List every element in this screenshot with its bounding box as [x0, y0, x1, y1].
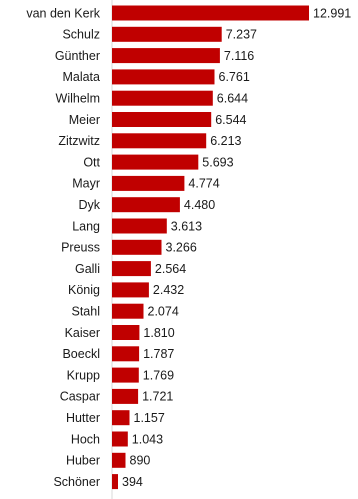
bar	[112, 367, 139, 383]
category-label: Meier	[69, 113, 100, 127]
category-label: Krupp	[67, 368, 100, 382]
bar	[112, 90, 213, 106]
value-label: 2.432	[153, 283, 184, 297]
bar	[112, 388, 139, 404]
category-label: Ott	[83, 155, 100, 169]
bar	[112, 325, 140, 340]
value-label: 7.237	[226, 28, 257, 42]
bar	[112, 197, 180, 213]
value-label: 6.644	[217, 92, 248, 106]
value-label: 6.544	[215, 113, 246, 127]
category-label: Boeckl	[62, 347, 100, 361]
bar	[112, 175, 185, 191]
value-label: 3.266	[166, 241, 197, 255]
category-label: Hutter	[66, 411, 100, 425]
value-label: 1.787	[143, 347, 174, 361]
value-label: 1.769	[143, 368, 174, 382]
value-label: 1.043	[132, 432, 163, 446]
category-label: Huber	[66, 454, 100, 468]
value-label: 1.157	[134, 411, 165, 425]
category-label: König	[68, 283, 100, 297]
value-label: 4.774	[188, 177, 219, 191]
bar	[112, 239, 162, 255]
value-label: 7.116	[224, 49, 254, 63]
category-label: Malata	[62, 70, 100, 84]
category-label: Dyk	[78, 198, 100, 212]
category-label: Kaiser	[65, 326, 100, 340]
value-label: 3.613	[171, 219, 202, 233]
bar	[112, 282, 149, 298]
value-label: 1.721	[142, 390, 173, 404]
category-label: Mayr	[72, 177, 100, 191]
bar	[112, 218, 167, 234]
value-label: 1.810	[143, 326, 174, 340]
category-label: Galli	[75, 262, 100, 276]
category-label: Zitzwitz	[58, 134, 100, 148]
value-label: 2.074	[148, 305, 179, 319]
bar	[112, 69, 215, 85]
value-label: 5.693	[202, 155, 233, 169]
category-labels-group: van den Kerk Schulz Günther Malata Wilhelm Me…	[26, 6, 100, 489]
value-labels-group: 12.991 7.237 7.116 6.761 6.644 6.544 6.213 5.69…	[122, 6, 351, 489]
category-label: Wilhelm	[56, 92, 100, 106]
bar	[112, 410, 130, 426]
bar	[112, 452, 126, 468]
bar	[112, 5, 309, 21]
value-label: 12.991	[313, 6, 351, 20]
bar	[112, 346, 140, 362]
bar	[112, 133, 207, 149]
bar	[112, 261, 151, 277]
value-label: 394	[122, 475, 143, 489]
value-label: 2.564	[155, 262, 186, 276]
category-label: Hoch	[71, 432, 100, 446]
bar	[112, 303, 144, 319]
category-label: Lang	[72, 219, 100, 233]
value-label: 6.761	[219, 70, 250, 84]
category-label: Schöner	[53, 475, 100, 489]
value-label: 890	[130, 454, 151, 468]
bar	[112, 154, 199, 170]
bar	[112, 48, 220, 64]
bars-group	[112, 5, 309, 490]
category-label: Günther	[55, 49, 100, 63]
bar	[112, 26, 222, 42]
category-label: Schulz	[62, 28, 100, 42]
category-label: van den Kerk	[26, 6, 100, 20]
category-label: Stahl	[72, 305, 101, 319]
value-label: 6.213	[210, 134, 241, 148]
category-label: Preuss	[61, 241, 100, 255]
value-label: 4.480	[184, 198, 215, 212]
bar	[112, 431, 128, 447]
bar	[112, 474, 118, 490]
bar	[112, 112, 212, 127]
category-label: Caspar	[60, 390, 100, 404]
